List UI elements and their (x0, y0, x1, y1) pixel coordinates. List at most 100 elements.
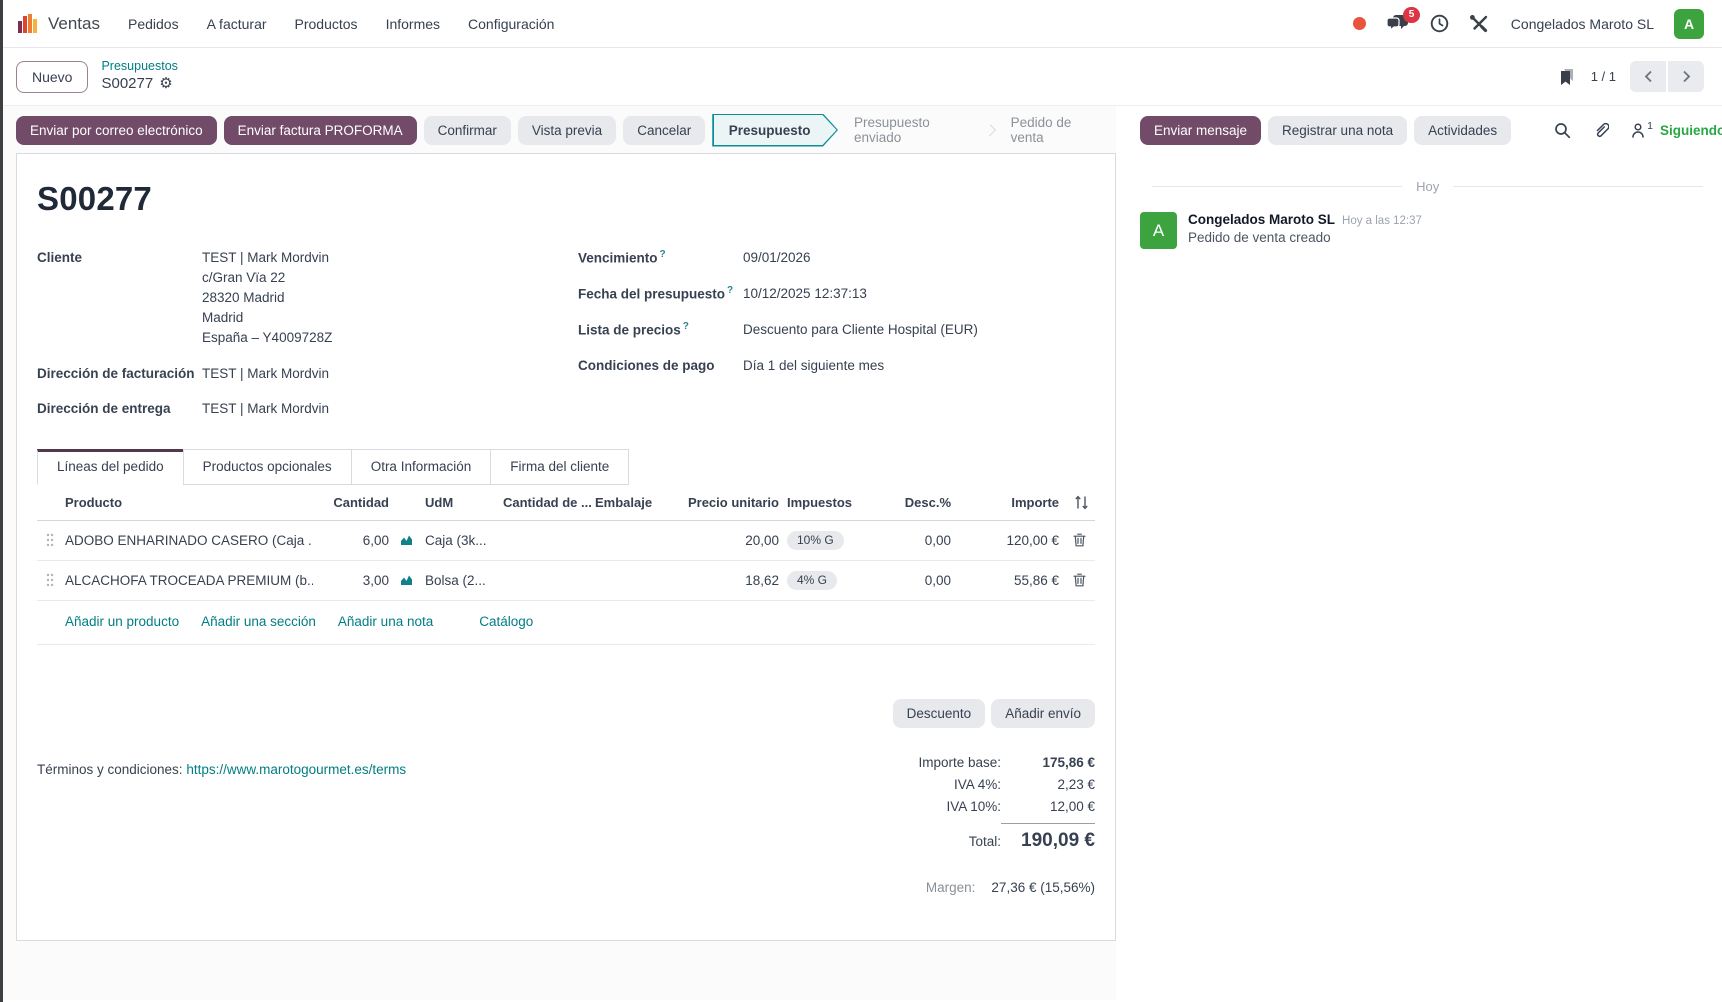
forecast-chart-icon[interactable] (393, 574, 421, 586)
tab-lineas-del-pedido[interactable]: Líneas del pedido (37, 448, 184, 485)
help-icon[interactable]: ? (659, 249, 666, 260)
tab-firma-del-cliente[interactable]: Firma del cliente (490, 448, 630, 485)
add-product-link[interactable]: Añadir un producto (65, 613, 180, 629)
pricelist-value[interactable]: Descuento para Cliente Hospital (EUR) (743, 322, 978, 338)
order-line-row[interactable]: ADOBO ENHARINADO CASERO (Caja ... 6,00 C… (37, 521, 1095, 561)
menu-configuracion[interactable]: Configuración (468, 15, 555, 32)
line-discount[interactable]: 0,00 (924, 572, 951, 588)
preview-button[interactable]: Vista previa (517, 115, 617, 145)
user-avatar[interactable]: A (1674, 8, 1704, 39)
delivery-address-value[interactable]: TEST | Mark Mordvin (202, 401, 330, 417)
new-button[interactable]: Nuevo (16, 60, 89, 93)
menu-productos[interactable]: Productos (294, 15, 358, 32)
add-note-link[interactable]: Añadir una nota (337, 613, 434, 629)
line-qty[interactable]: 6,00 (362, 532, 389, 548)
payment-terms-value[interactable]: Día 1 del siguiente mes (743, 358, 885, 374)
search-icon[interactable] (1554, 122, 1571, 139)
customer-value[interactable]: TEST | Mark Mordvin c/Gran Vïa 22 28320 … (202, 248, 332, 348)
line-unit-price[interactable]: 20,00 (745, 532, 779, 548)
field-direccion-facturacion: Dirección de facturación TEST | Mark Mor… (37, 364, 554, 384)
message-author[interactable]: Congelados Maroto SL (1188, 212, 1336, 227)
activity-clock-icon[interactable] (1430, 14, 1449, 33)
tax-badge[interactable]: 4% G (787, 570, 838, 590)
invoice-address-value[interactable]: TEST | Mark Mordvin (202, 365, 330, 381)
col-impuestos[interactable]: Impuestos (787, 494, 853, 510)
col-producto[interactable]: Producto (65, 494, 123, 510)
col-importe[interactable]: Importe (1011, 494, 1059, 510)
delete-row-icon[interactable] (1063, 533, 1095, 547)
total-value: 12,00 € (1049, 799, 1095, 815)
navbar-right: 5 Congelados Maroto SL A (1352, 6, 1704, 39)
menu-a-facturar[interactable]: A facturar (206, 15, 267, 32)
status-step-presupuesto[interactable]: Presupuesto (712, 114, 838, 147)
chatter-actions: Enviar mensaje Registrar una nota Activi… (1140, 113, 1722, 147)
help-icon[interactable]: ? (727, 285, 734, 297)
pager-previous-button[interactable] (1630, 61, 1666, 92)
cancel-button[interactable]: Cancelar (623, 115, 706, 145)
tax-badge[interactable]: 10% G (787, 530, 844, 550)
discount-button[interactable]: Descuento (892, 698, 986, 728)
tab-otra-informacion[interactable]: Otra Información (350, 448, 492, 485)
delete-row-icon[interactable] (1063, 573, 1095, 587)
line-taxes[interactable]: 10% G (783, 530, 875, 550)
control-panel-right: 1 / 1 (1557, 61, 1704, 92)
send-email-button[interactable]: Enviar por correo electrónico (16, 115, 217, 145)
chatter-message[interactable]: A Congelados Maroto SL Hoy a las 12:37 P… (1140, 212, 1719, 249)
followers-icon[interactable]: 1 (1631, 120, 1653, 139)
line-uom[interactable]: Caja (3k... (425, 532, 487, 548)
messages-icon[interactable]: 5 (1386, 6, 1420, 34)
line-taxes[interactable]: 4% G (783, 570, 875, 590)
terms-link[interactable]: https://www.marotogourmet.es/terms (186, 761, 407, 777)
expiration-value[interactable]: 09/01/2026 (743, 250, 811, 265)
debug-tools-icon[interactable] (1469, 14, 1489, 34)
pager-next-button[interactable] (1668, 61, 1704, 92)
catalog-link[interactable]: Catálogo (479, 613, 534, 629)
line-unit-price[interactable]: 18,62 (745, 572, 779, 588)
field-label: Dirección de facturación (37, 365, 195, 381)
customer-address-line: 28320 Madrid (202, 289, 285, 305)
drag-handle-icon[interactable] (37, 533, 63, 547)
line-product[interactable]: ALCACHOFA TROCEADA PREMIUM (b... (65, 572, 313, 588)
forecast-chart-icon[interactable] (393, 534, 421, 546)
line-qty[interactable]: 3,00 (362, 572, 389, 588)
app-name[interactable]: Ventas (48, 13, 100, 33)
record-name: S00277 (101, 74, 154, 92)
col-embalaje[interactable]: Embalaje (595, 494, 653, 510)
breadcrumb-parent[interactable]: Presupuestos (101, 59, 178, 74)
line-subtotal: 120,00 € (1006, 532, 1059, 548)
bookmark-icon[interactable] (1557, 67, 1577, 87)
log-note-button[interactable]: Registrar una nota (1268, 115, 1408, 145)
line-discount[interactable]: 0,00 (924, 532, 951, 548)
paperclip-icon[interactable] (1593, 122, 1610, 139)
col-desc[interactable]: Desc.% (904, 494, 951, 510)
col-cantidad-de[interactable]: Cantidad de ... (503, 494, 591, 510)
status-step-pedido-de-venta[interactable]: Pedido de venta (1010, 115, 1072, 145)
activities-button[interactable]: Actividades (1414, 115, 1512, 145)
col-precio-unitario[interactable]: Precio unitario (687, 494, 779, 510)
company-name[interactable]: Congelados Maroto SL (1510, 15, 1654, 32)
tab-productos-opcionales[interactable]: Productos opcionales (182, 448, 352, 485)
status-step-presupuesto-enviado[interactable]: Presupuesto enviado (854, 115, 930, 145)
line-product[interactable]: ADOBO ENHARINADO CASERO (Caja ... (65, 532, 313, 548)
menu-informes[interactable]: Informes (385, 15, 441, 32)
order-line-row[interactable]: ALCACHOFA TROCEADA PREMIUM (b... 3,00 Bo… (37, 561, 1095, 601)
drag-handle-icon[interactable] (37, 573, 63, 587)
order-title[interactable]: S00277 (37, 180, 152, 217)
line-uom[interactable]: Bolsa (2... (425, 572, 486, 588)
col-udm[interactable]: UdM (425, 494, 454, 510)
sales-app-icon[interactable] (16, 12, 39, 35)
quote-date-value[interactable]: 10/12/2025 12:37:13 (743, 286, 867, 302)
customer-name[interactable]: TEST | Mark Mordvin (202, 250, 330, 265)
add-shipping-button[interactable]: Añadir envío (991, 698, 1095, 728)
add-section-link[interactable]: Añadir una sección (201, 613, 316, 629)
menu-pedidos[interactable]: Pedidos (128, 15, 179, 32)
confirm-button[interactable]: Confirmar (423, 115, 511, 145)
send-proforma-button[interactable]: Enviar factura PROFORMA (223, 115, 417, 145)
col-cantidad[interactable]: Cantidad (333, 494, 389, 510)
terms-and-conditions: Términos y condiciones: https://www.maro… (37, 762, 406, 856)
column-settings-icon[interactable] (1063, 495, 1095, 510)
following-toggle[interactable]: Siguiendo (1660, 122, 1722, 138)
help-icon[interactable]: ? (682, 321, 689, 333)
send-message-button[interactable]: Enviar mensaje (1140, 115, 1262, 145)
gear-icon[interactable]: ⚙ (159, 74, 173, 92)
